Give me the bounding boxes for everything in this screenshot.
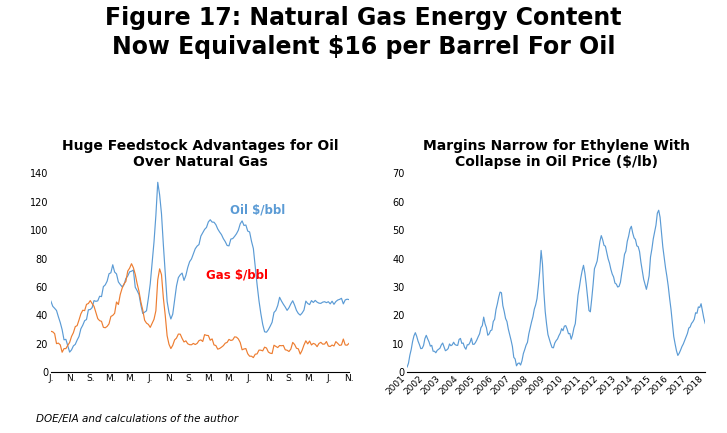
Text: Oil $/bbl: Oil $/bbl	[230, 203, 285, 216]
Text: Gas $/bbl: Gas $/bbl	[206, 269, 268, 282]
Text: Margins Narrow for Ethylene With
Collapse in Oil Price ($/lb): Margins Narrow for Ethylene With Collaps…	[422, 139, 690, 169]
Text: Figure 17: Natural Gas Energy Content
Now Equivalent $16 per Barrel For Oil: Figure 17: Natural Gas Energy Content No…	[105, 6, 622, 59]
Text: DOE/EIA and calculations of the author: DOE/EIA and calculations of the author	[36, 414, 238, 424]
Text: Huge Feedstock Advantages for Oil
Over Natural Gas: Huge Feedstock Advantages for Oil Over N…	[62, 139, 338, 169]
